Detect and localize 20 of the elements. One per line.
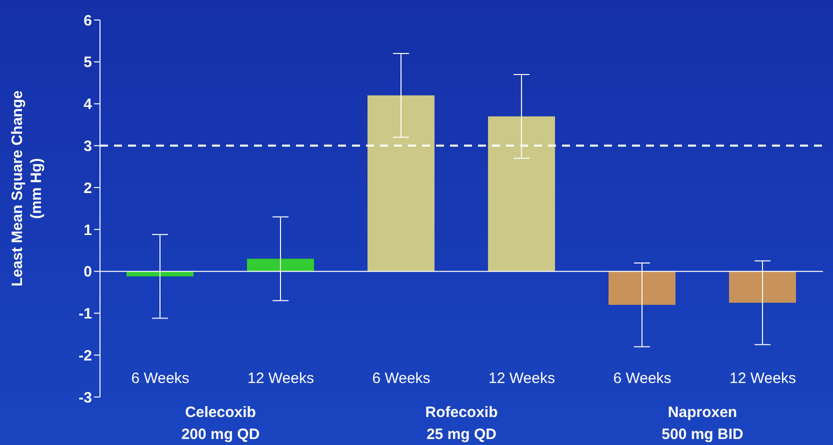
x-tick-label: 6 Weeks — [613, 370, 672, 387]
y-tick-label: 5 — [84, 54, 92, 72]
y-tick-label: 3 — [84, 138, 92, 155]
y-tick-label: 6 — [84, 12, 92, 30]
text: Celecoxib 200 mg QD — [181, 404, 260, 443]
y-tick-label: 0 — [84, 264, 92, 281]
x-tick-label: 12 Weeks — [488, 370, 555, 387]
y-axis-title: Least Mean Square Change (mm Hg) — [9, 90, 45, 286]
y-tick-label: -2 — [78, 347, 92, 364]
text: Rofecoxib 25 mg QD — [425, 404, 498, 443]
x-tick-label: 12 Weeks — [730, 370, 796, 387]
x-tick-label: 6 Weeks — [372, 370, 430, 387]
x-tick-label: 12 Weeks — [248, 370, 314, 387]
y-tick-label: 2 — [84, 180, 92, 197]
y-tick-label: -3 — [78, 389, 92, 406]
y-tick-label: 4 — [84, 96, 93, 114]
y-tick-label: -1 — [78, 306, 92, 323]
x-tick-label: 6 Weeks — [131, 370, 190, 387]
y-tick-label: 1 — [84, 222, 92, 239]
text: Naproxen 500 mg BID — [662, 404, 744, 443]
